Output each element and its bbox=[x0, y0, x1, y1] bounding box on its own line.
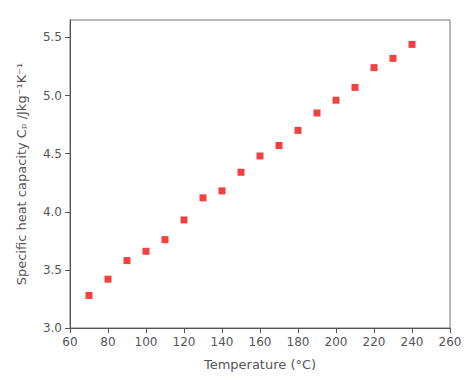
svg-text:3.5: 3.5 bbox=[43, 263, 62, 277]
svg-text:3.0: 3.0 bbox=[43, 321, 62, 335]
svg-text:240: 240 bbox=[401, 335, 424, 349]
svg-text:60: 60 bbox=[62, 335, 77, 349]
svg-text:120: 120 bbox=[173, 335, 196, 349]
svg-text:4.0: 4.0 bbox=[43, 205, 62, 219]
svg-text:5.5: 5.5 bbox=[43, 30, 62, 44]
svg-text:220: 220 bbox=[363, 335, 386, 349]
svg-text:4.5: 4.5 bbox=[43, 147, 62, 161]
svg-text:180: 180 bbox=[287, 335, 310, 349]
svg-text:80: 80 bbox=[100, 335, 115, 349]
svg-text:Specific heat capacity Cₚ /Jkg: Specific heat capacity Cₚ /Jkg⁻¹K⁻¹ bbox=[14, 63, 29, 286]
svg-text:140: 140 bbox=[211, 335, 234, 349]
svg-text:Temperature (°C): Temperature (°C) bbox=[203, 357, 316, 372]
svg-text:160: 160 bbox=[249, 335, 272, 349]
svg-text:5.0: 5.0 bbox=[43, 89, 62, 103]
svg-text:100: 100 bbox=[135, 335, 158, 349]
svg-text:200: 200 bbox=[325, 335, 348, 349]
svg-text:260: 260 bbox=[439, 335, 462, 349]
